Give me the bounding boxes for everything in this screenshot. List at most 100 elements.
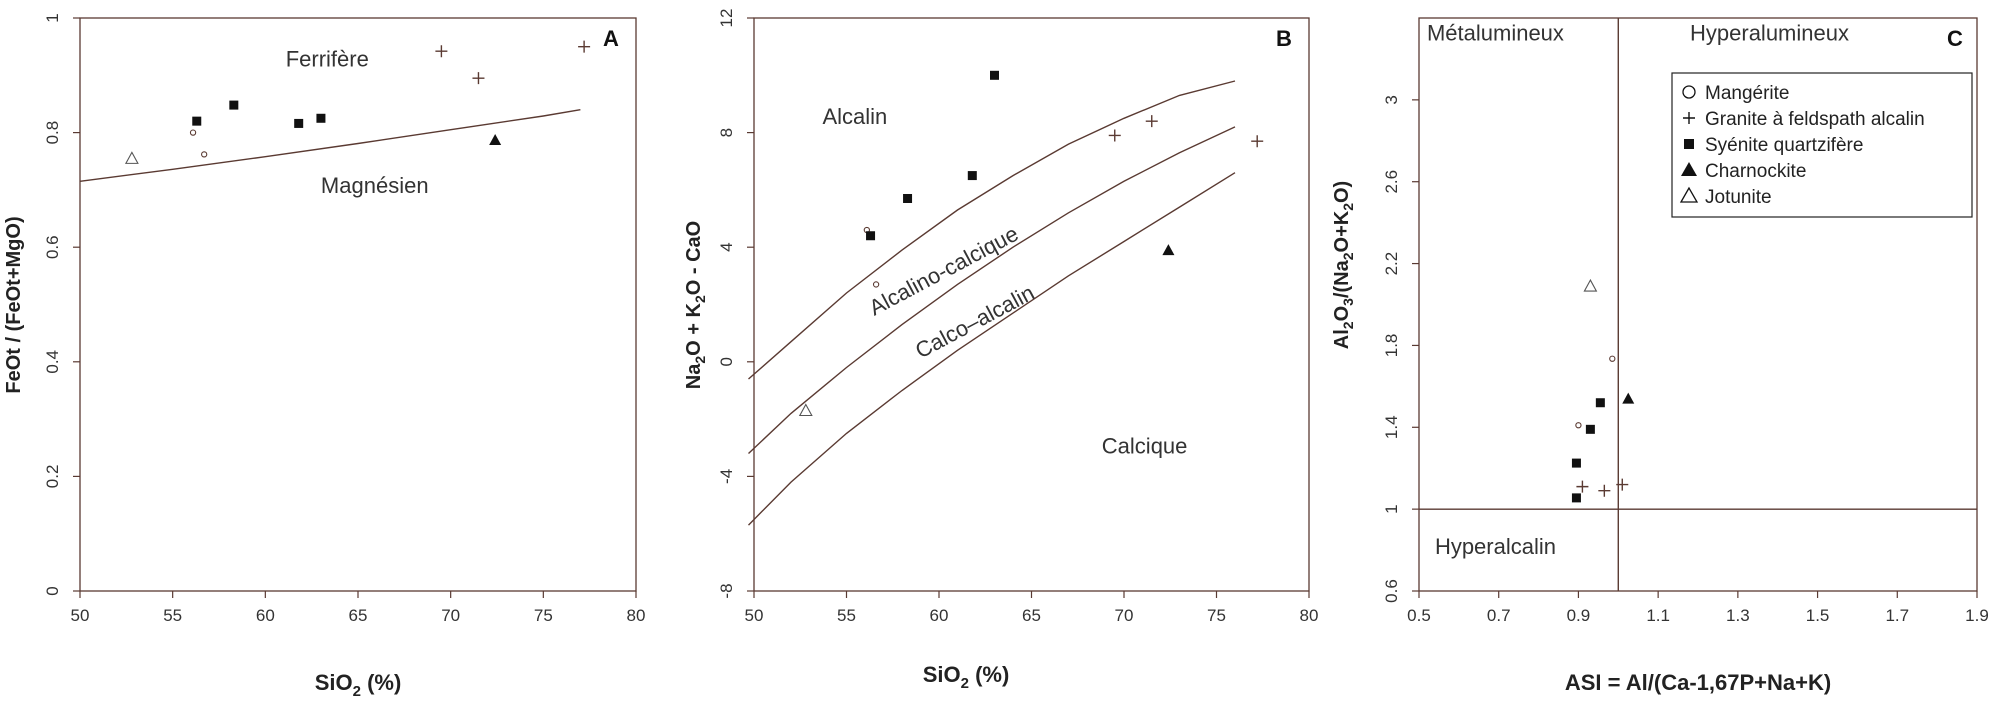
panel-b-point-series-1-1 bbox=[1145, 115, 1158, 128]
panel-c-region-label: Métalumineux bbox=[1427, 21, 1564, 46]
panel-c-y-axis-label-part-8: O) bbox=[1331, 181, 1353, 203]
panel-b-x-tick-label: 70 bbox=[1115, 606, 1134, 625]
panel-c-y-axis-label: Al2O3/(Na2O+K2O) bbox=[1331, 181, 1356, 349]
panel-c-x-tick-label: 1.9 bbox=[1965, 606, 1989, 625]
panel-b-point-series-2-1 bbox=[903, 193, 913, 203]
panel-c-region-label: Hyperalumineux bbox=[1690, 21, 1849, 46]
panel-c-y-axis-label-part-2: O bbox=[1331, 306, 1353, 322]
panel-c-x-tick-label: 0.7 bbox=[1487, 606, 1511, 625]
panel-c-point-series-1-0 bbox=[1576, 480, 1589, 493]
panel-a-y-axis-label: FeOt / (FeOt+MgO) bbox=[3, 216, 25, 393]
panel-a-x-tick-label: 75 bbox=[534, 606, 553, 625]
panel-c-point-series-2-0 bbox=[1571, 458, 1581, 468]
panel-a-ferrifere-magnesien: 50 55 60 65 70 75 80 0 0.2 0.4 0.6 0.8 1 Ferrifère Ma… bbox=[3, 13, 645, 700]
panel-a-point-series-2-2 bbox=[294, 118, 304, 128]
panel-a-frame bbox=[79, 17, 637, 592]
panel-a-boundary-line bbox=[79, 109, 581, 182]
panel-c-point-series-1-1 bbox=[1598, 484, 1611, 497]
panel-c-x-tick-label: 1.7 bbox=[1885, 606, 1909, 625]
panel-c-y-axis-label-part-6: O+K bbox=[1331, 210, 1353, 252]
panel-b-y-tick-label: 0 bbox=[717, 357, 736, 366]
panel-b-y-tick-label: -4 bbox=[717, 469, 736, 484]
panel-a-y-tick-label: 0.6 bbox=[43, 235, 62, 259]
panel-b-y-tick-label: 8 bbox=[717, 128, 736, 137]
panel-c-point-series-0-0 bbox=[1575, 422, 1582, 429]
panel-c-x-tick-label: 1.5 bbox=[1806, 606, 1830, 625]
panel-a-point-series-2-0 bbox=[192, 116, 202, 126]
panel-a-y-tick-label: 0.4 bbox=[43, 350, 62, 374]
panel-b-region-label: Calcique bbox=[1102, 433, 1188, 458]
panel-a-region-label: Magnésien bbox=[321, 173, 429, 198]
panel-c-y-axis-label-part-3: 3 bbox=[1340, 298, 1356, 306]
panel-c-x-tick-label: 1.1 bbox=[1646, 606, 1670, 625]
panel-b-point-series-4-0 bbox=[798, 403, 813, 417]
panel-c-y-axis-label-part-5: 2 bbox=[1340, 252, 1356, 260]
panel-b-point-series-3-0 bbox=[1162, 244, 1175, 256]
panel-c-letter: C bbox=[1947, 26, 1963, 51]
panel-c-point-series-4-0 bbox=[1583, 278, 1598, 292]
panel-b-x-axis-label-main: SiO bbox=[923, 662, 961, 687]
panel-a-x-axis-label-main: SiO bbox=[315, 670, 353, 695]
panel-b-region-label: Alcalin bbox=[822, 104, 887, 129]
legend-symbol-plus-icon bbox=[1683, 112, 1695, 124]
panel-a-x-tick-label: 50 bbox=[71, 606, 90, 625]
panel-b-x-axis-label: SiO2 (%) bbox=[923, 662, 1010, 692]
panel-a-point-series-1-0 bbox=[435, 45, 448, 58]
panel-a-x-tick-label: 70 bbox=[441, 606, 460, 625]
panel-a-x-tick-label: 60 bbox=[256, 606, 275, 625]
panel-c-y-axis-label-part-1: 2 bbox=[1340, 321, 1356, 329]
panel-c-y-tick-label: 0.6 bbox=[1382, 579, 1401, 603]
panel-b-y-axis-label: Na2O + K2O - CaO bbox=[683, 221, 708, 389]
panel-c-point-series-0-1 bbox=[1609, 355, 1616, 362]
legend-entry-label: Granite à feldspath alcalin bbox=[1705, 109, 1925, 130]
panel-a-point-series-1-1 bbox=[472, 72, 485, 85]
panel-b-point-series-2-0 bbox=[866, 231, 876, 241]
panel-a-x-tick-label: 80 bbox=[627, 606, 646, 625]
panel-b-y-axis-label-part-0: Na bbox=[683, 363, 705, 389]
panel-a-point-series-1-2 bbox=[578, 40, 591, 53]
legend-symbol-filled-triangle-icon bbox=[1681, 162, 1697, 176]
panel-c-point-series-3-0 bbox=[1622, 392, 1635, 404]
panel-b-x-tick-label: 50 bbox=[745, 606, 764, 625]
panel-b-x-axis-label-sub: 2 bbox=[961, 675, 969, 692]
panel-a-point-series-4-0 bbox=[124, 151, 139, 164]
panel-a-point-series-2-1 bbox=[229, 100, 239, 110]
panel-a-x-tick-label: 55 bbox=[163, 606, 182, 625]
panel-b-y-tick-label: 12 bbox=[717, 9, 736, 28]
legend-symbol-filled-square-icon bbox=[1684, 139, 1694, 149]
legend-entry-label: Jotunite bbox=[1705, 187, 1772, 208]
panel-a-y-tick-label: 0.8 bbox=[43, 121, 62, 145]
panel-a-x-axis-label-sub: 2 bbox=[353, 683, 361, 700]
panel-a-region-label: Ferrifère bbox=[286, 47, 369, 72]
panel-c-y-axis-label-part-4: /(Na bbox=[1331, 259, 1353, 298]
legend-symbol-open-circle-icon bbox=[1682, 85, 1696, 99]
legend: Mangérite Granite à feldspath alcalin Syén… bbox=[1671, 72, 1973, 218]
panel-c-y-tick-label: 3 bbox=[1382, 95, 1401, 104]
panel-c-frame bbox=[1418, 17, 1978, 592]
panel-b-y-tick-label: 4 bbox=[717, 242, 736, 251]
panel-b-x-axis-label-tail: (%) bbox=[969, 662, 1009, 687]
panel-a-letter: A bbox=[603, 26, 619, 51]
panel-b-point-series-0-1 bbox=[872, 281, 880, 288]
panel-a-point-series-0-1 bbox=[201, 151, 208, 158]
panel-b-y-axis-label-part-1: 2 bbox=[692, 356, 708, 364]
panel-b-letter: B bbox=[1276, 26, 1292, 51]
panel-c-shand: 0.5 0.7 0.9 1.1 1.3 1.5 1.7 1.9 0.6 1 1.4 1.8 2.2 2.6… bbox=[1331, 17, 1989, 695]
legend-frame bbox=[1671, 72, 1973, 218]
legend-symbol-open-triangle-icon bbox=[1679, 186, 1699, 203]
panel-a-y-tick-label: 1 bbox=[43, 13, 62, 22]
panel-c-x-tick-label: 1.3 bbox=[1726, 606, 1750, 625]
panel-c-point-series-2-3 bbox=[1571, 493, 1581, 503]
panel-b-region-label: Calco–alcalin bbox=[911, 280, 1038, 364]
panel-c-y-tick-label: 2.6 bbox=[1382, 170, 1401, 194]
panel-c-x-tick-label: 0.9 bbox=[1567, 606, 1591, 625]
panel-a-point-series-0-0 bbox=[189, 129, 197, 136]
panel-b-x-tick-label: 65 bbox=[1022, 606, 1041, 625]
panel-c-y-axis-label-part-0: Al bbox=[1331, 329, 1353, 349]
panel-b-y-axis-label-part-2: O + K bbox=[683, 302, 705, 355]
legend-entry-label: Charnockite bbox=[1705, 161, 1806, 182]
panel-b-point-series-2-2 bbox=[967, 171, 977, 181]
panel-c-region-label: Hyperalcalin bbox=[1435, 534, 1556, 559]
